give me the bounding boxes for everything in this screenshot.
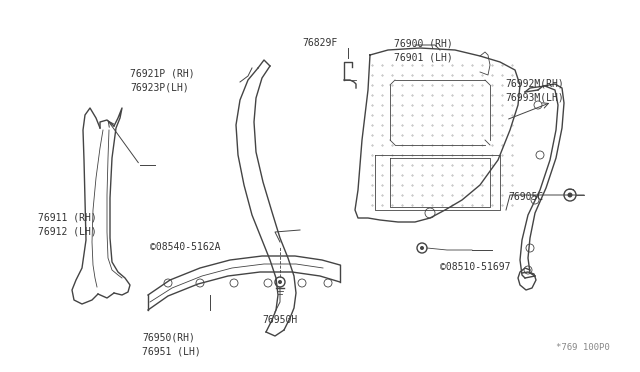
Text: 76912 (LH): 76912 (LH)	[38, 226, 97, 236]
Text: 76911 (RH): 76911 (RH)	[38, 212, 97, 222]
Circle shape	[278, 280, 282, 284]
Text: *769 100P0: *769 100P0	[556, 343, 610, 352]
Text: 76901 (LH): 76901 (LH)	[394, 52, 452, 62]
Text: 76905C: 76905C	[508, 192, 543, 202]
Text: 76900 (RH): 76900 (RH)	[394, 38, 452, 48]
Text: 76921P (RH): 76921P (RH)	[130, 68, 195, 78]
Circle shape	[420, 246, 424, 250]
Text: 76993M(LH): 76993M(LH)	[505, 92, 564, 102]
Text: 76950H: 76950H	[262, 315, 298, 325]
Text: ©08510-51697: ©08510-51697	[440, 262, 511, 272]
Text: ©08540-5162A: ©08540-5162A	[150, 242, 221, 252]
Text: 76951 (LH): 76951 (LH)	[142, 346, 201, 356]
Text: 76923P(LH): 76923P(LH)	[130, 82, 189, 92]
Text: 76829F: 76829F	[302, 38, 338, 48]
Circle shape	[568, 192, 573, 198]
Text: 76992M(RH): 76992M(RH)	[505, 78, 564, 88]
Text: 76950(RH): 76950(RH)	[142, 332, 195, 342]
